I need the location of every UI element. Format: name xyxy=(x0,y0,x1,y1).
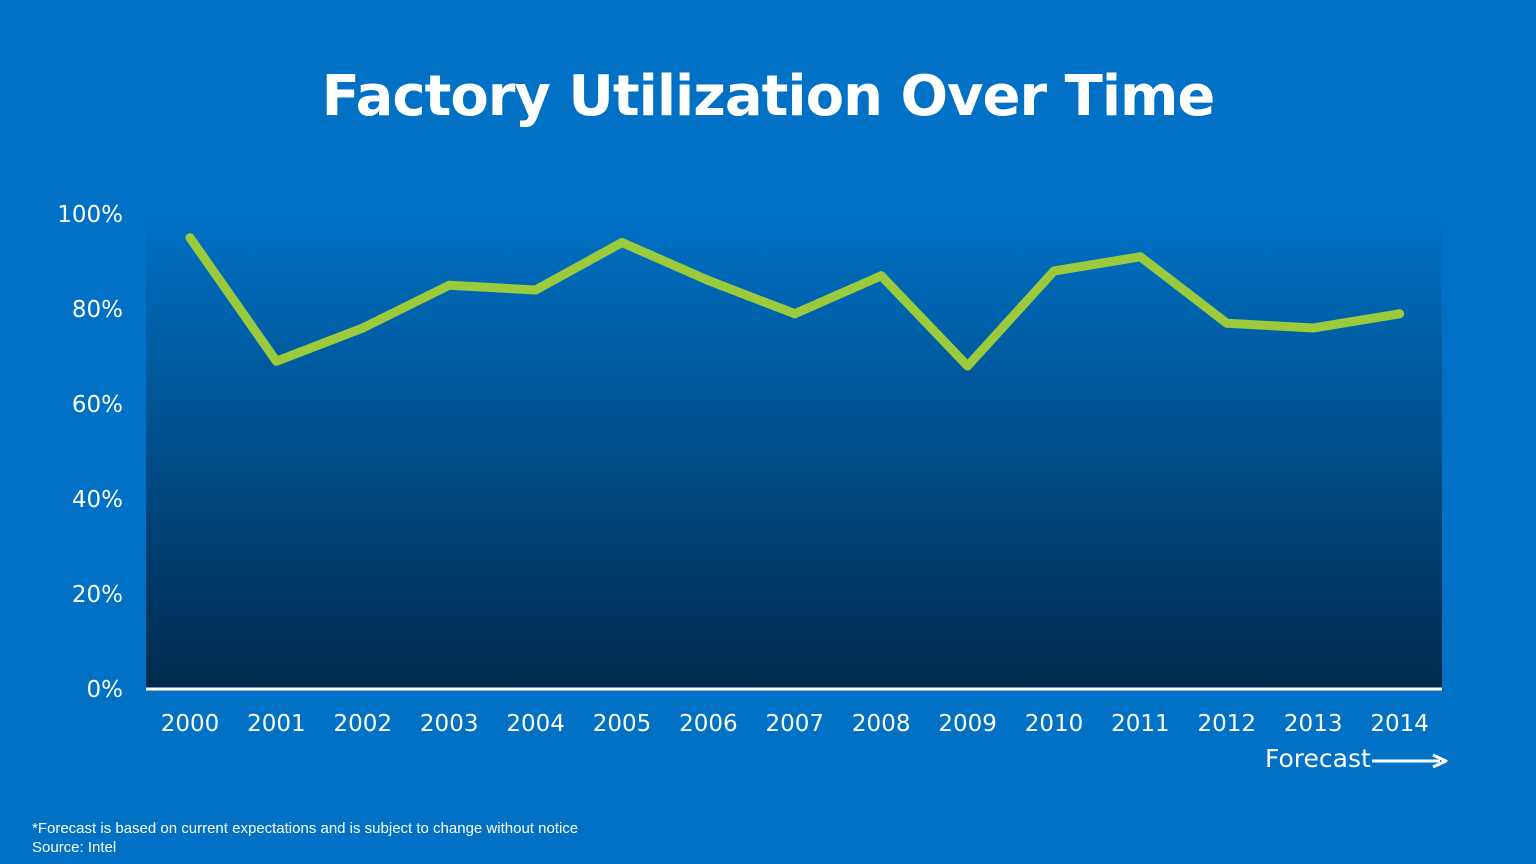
y-tick-label: 0% xyxy=(87,677,124,703)
data-point xyxy=(1308,323,1318,333)
y-tick-label: 80% xyxy=(72,297,123,323)
data-point xyxy=(876,271,886,281)
data-point xyxy=(358,323,368,333)
data-point xyxy=(617,238,627,247)
data-point xyxy=(1135,252,1145,262)
x-tick-label: 2011 xyxy=(1111,711,1170,737)
data-point xyxy=(703,276,713,285)
data-point xyxy=(531,285,541,295)
x-tick-label: 2007 xyxy=(766,711,825,737)
x-tick-label: 2005 xyxy=(593,711,652,737)
plot-area-background xyxy=(146,214,1442,689)
x-tick-label: 2012 xyxy=(1198,711,1257,737)
data-point xyxy=(185,233,195,243)
x-tick-label: 2001 xyxy=(247,711,306,737)
data-point xyxy=(1222,318,1232,328)
x-tick-label: 2013 xyxy=(1284,711,1343,737)
data-point xyxy=(271,356,281,366)
arrow-right-icon xyxy=(1432,753,1448,769)
x-tick-label: 2000 xyxy=(161,711,220,737)
forecast-footnote: *Forecast is based on current expectatio… xyxy=(32,820,579,837)
source-note: Source: Intel xyxy=(32,839,117,856)
y-tick-label: 20% xyxy=(72,582,123,608)
chart-title: Factory Utilization Over Time xyxy=(321,64,1216,129)
x-tick-label: 2002 xyxy=(334,711,393,737)
y-tick-label: 60% xyxy=(72,392,123,418)
y-tick-label: 100% xyxy=(57,202,123,228)
x-tick-label: 2006 xyxy=(679,711,738,737)
x-tick-label: 2008 xyxy=(852,711,911,737)
data-point xyxy=(444,280,454,290)
x-tick-label: 2003 xyxy=(420,711,479,737)
data-point xyxy=(1395,309,1405,319)
data-point xyxy=(1049,266,1059,276)
x-tick-label: 2010 xyxy=(1025,711,1084,737)
x-tick-label: 2004 xyxy=(506,711,565,737)
forecast-label: Forecast xyxy=(1265,744,1371,773)
data-point xyxy=(790,309,800,319)
x-tick-label: 2014 xyxy=(1370,711,1429,737)
y-tick-label: 40% xyxy=(72,487,123,513)
x-tick-label: 2009 xyxy=(938,711,997,737)
data-point xyxy=(963,361,973,371)
